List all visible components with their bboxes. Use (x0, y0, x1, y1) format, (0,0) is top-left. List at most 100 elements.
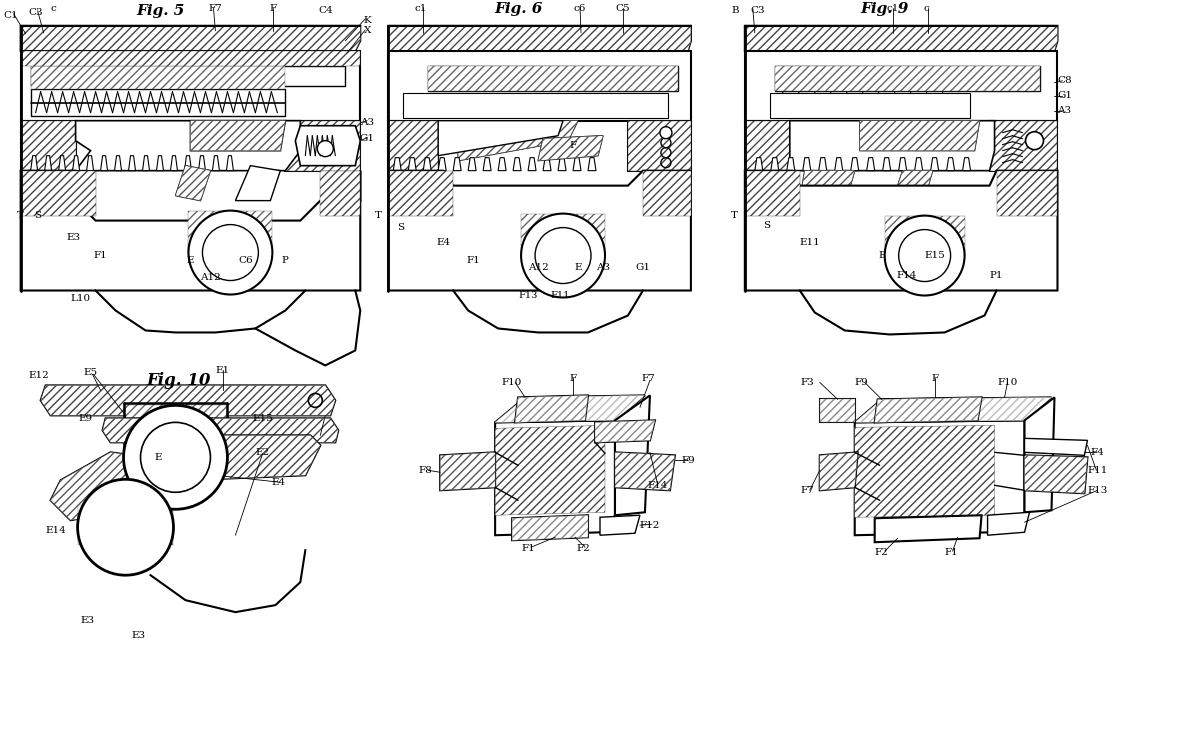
Polygon shape (799, 171, 854, 206)
Polygon shape (496, 425, 605, 515)
Polygon shape (286, 121, 360, 171)
Polygon shape (408, 158, 416, 171)
Text: S: S (397, 223, 403, 232)
Text: F2: F2 (875, 548, 888, 556)
Polygon shape (440, 452, 496, 491)
Polygon shape (515, 395, 588, 423)
Polygon shape (454, 158, 461, 171)
Polygon shape (988, 512, 1030, 535)
Text: E4: E4 (271, 478, 286, 487)
Text: E: E (575, 263, 582, 272)
Polygon shape (72, 155, 79, 171)
Text: F: F (570, 374, 576, 383)
Polygon shape (799, 171, 854, 206)
Polygon shape (394, 158, 401, 171)
Text: F7: F7 (800, 485, 815, 495)
Polygon shape (78, 505, 174, 545)
Polygon shape (114, 155, 121, 171)
Polygon shape (600, 515, 640, 535)
Polygon shape (745, 171, 1057, 291)
Text: c1: c1 (414, 4, 426, 13)
Text: B: B (731, 7, 739, 16)
Polygon shape (389, 26, 691, 51)
Polygon shape (835, 158, 842, 171)
Polygon shape (515, 395, 588, 423)
Text: G1: G1 (360, 134, 374, 143)
Circle shape (899, 229, 950, 281)
Text: F9: F9 (854, 378, 869, 387)
Polygon shape (468, 158, 476, 171)
Polygon shape (820, 400, 854, 423)
Text: F14: F14 (648, 481, 668, 490)
Polygon shape (854, 425, 995, 517)
Text: A3: A3 (360, 118, 374, 127)
Polygon shape (389, 121, 438, 171)
Circle shape (1026, 132, 1044, 149)
Polygon shape (484, 158, 491, 171)
Polygon shape (20, 26, 360, 51)
Polygon shape (614, 452, 674, 491)
Polygon shape (295, 126, 360, 166)
Polygon shape (31, 89, 286, 115)
Polygon shape (212, 155, 220, 171)
Circle shape (203, 224, 258, 280)
Polygon shape (170, 155, 178, 171)
Text: F8: F8 (419, 465, 432, 475)
Polygon shape (185, 155, 192, 171)
Text: E3: E3 (132, 630, 145, 639)
Text: A12: A12 (528, 263, 548, 272)
Polygon shape (588, 158, 596, 171)
Text: c1: c1 (887, 4, 899, 13)
Text: F10: F10 (997, 378, 1018, 387)
Polygon shape (859, 121, 979, 151)
Text: F1: F1 (521, 544, 535, 553)
Polygon shape (59, 155, 66, 171)
Polygon shape (175, 166, 210, 201)
Text: E: E (155, 453, 162, 462)
Text: G1: G1 (636, 263, 650, 272)
Text: E14: E14 (46, 525, 66, 535)
Text: c: c (924, 4, 930, 13)
Polygon shape (389, 171, 454, 215)
Text: E9: E9 (78, 414, 92, 423)
Polygon shape (286, 121, 360, 171)
Polygon shape (438, 158, 446, 171)
Circle shape (660, 127, 672, 138)
Polygon shape (614, 395, 650, 515)
Polygon shape (458, 121, 578, 161)
Text: F7: F7 (209, 4, 222, 13)
Polygon shape (188, 211, 272, 252)
Polygon shape (745, 121, 790, 171)
Polygon shape (883, 158, 890, 171)
Polygon shape (745, 26, 1057, 51)
Polygon shape (990, 121, 1057, 171)
Text: P1: P1 (990, 271, 1003, 280)
Polygon shape (990, 121, 1057, 171)
Text: F3: F3 (800, 378, 815, 387)
Polygon shape (947, 158, 954, 171)
Text: F12: F12 (640, 521, 660, 530)
Circle shape (78, 480, 174, 575)
Polygon shape (50, 452, 170, 520)
Polygon shape (628, 121, 691, 171)
Polygon shape (790, 121, 995, 171)
Polygon shape (102, 418, 338, 443)
Polygon shape (893, 171, 932, 206)
Circle shape (521, 214, 605, 297)
Text: F2: F2 (576, 544, 590, 553)
Text: c6: c6 (574, 4, 587, 13)
Polygon shape (1025, 438, 1087, 455)
Polygon shape (851, 158, 859, 171)
Text: c: c (50, 4, 56, 13)
Text: A12: A12 (200, 273, 221, 282)
Polygon shape (235, 166, 281, 201)
Polygon shape (41, 386, 335, 415)
Polygon shape (227, 155, 234, 171)
Polygon shape (803, 158, 811, 171)
Polygon shape (544, 158, 551, 171)
Text: F9: F9 (682, 456, 695, 465)
Polygon shape (931, 158, 938, 171)
Text: T: T (731, 211, 738, 220)
Text: S: S (34, 211, 41, 220)
Text: E5: E5 (84, 368, 97, 377)
